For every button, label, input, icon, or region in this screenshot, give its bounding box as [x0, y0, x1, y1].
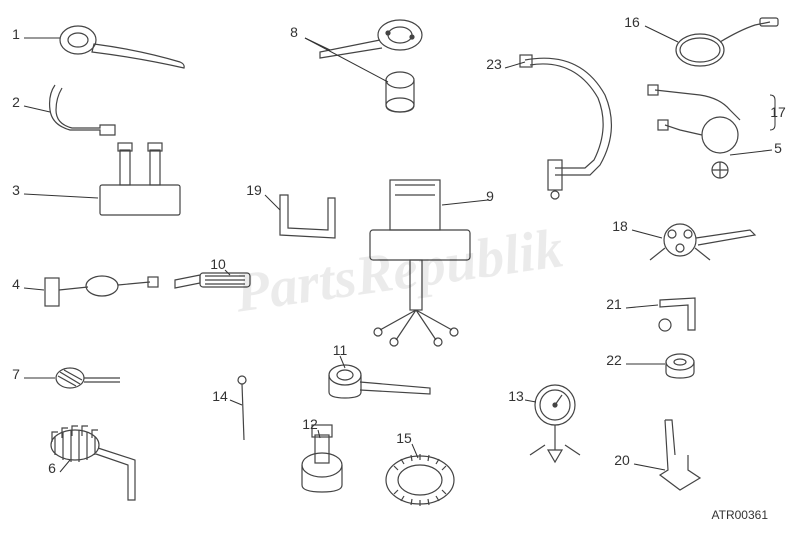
part-15-spline-ring [386, 454, 454, 506]
part-8-pin-wrench [320, 20, 422, 112]
part-20-lever [660, 420, 700, 490]
callout-11: 11 [333, 342, 348, 358]
callout-2: 2 [12, 94, 20, 110]
callout-10: 10 [210, 256, 226, 272]
callout-9: 9 [486, 188, 494, 204]
drawing-id-label: ATR00361 [712, 508, 768, 522]
part-14-probe [238, 376, 246, 440]
callout-1: 1 [12, 26, 20, 42]
callout-5: 5 [774, 140, 782, 156]
callout-13: 13 [508, 388, 524, 404]
part-21-bracket [659, 298, 695, 331]
callout-17: 17 [770, 104, 786, 120]
part-16-feeler [676, 18, 778, 66]
part-23-c-frame [520, 55, 611, 199]
part-19-u-gauge [280, 195, 335, 238]
part-11-socket-wrench [329, 365, 430, 398]
callout-4: 4 [12, 276, 20, 292]
callout-15: 15 [396, 430, 412, 446]
callout-12: 12 [302, 416, 318, 432]
part-4-slide-hammer [45, 276, 158, 306]
callout-18: 18 [612, 218, 628, 234]
callout-20: 20 [614, 452, 630, 468]
callout-21: 21 [606, 296, 622, 312]
callout-3: 3 [12, 182, 20, 198]
part-12-extractor [302, 425, 342, 492]
callout-8: 8 [290, 24, 298, 40]
callout-22: 22 [606, 352, 622, 368]
part-2-bent-rod [50, 85, 115, 135]
callout-7: 7 [12, 366, 20, 382]
part-3-bracket [100, 143, 180, 215]
part-9-stand [370, 180, 470, 346]
part-6-castle-wrench [51, 426, 135, 500]
part-7-knurled-pin [56, 368, 120, 388]
callout-16: 16 [624, 14, 640, 30]
callout-6: 6 [48, 460, 56, 476]
callout-19: 19 [246, 182, 262, 198]
callout-14: 14 [212, 388, 228, 404]
part-10-driver [175, 273, 250, 288]
part-18-puller [650, 224, 755, 260]
part-17-assembly [648, 85, 740, 178]
part-13-dial-gauge [530, 385, 580, 462]
parts-diagram-svg [0, 0, 798, 542]
callout-23: 23 [486, 56, 502, 72]
part-22-bushing [666, 354, 694, 378]
part-1-wrench [60, 26, 184, 68]
